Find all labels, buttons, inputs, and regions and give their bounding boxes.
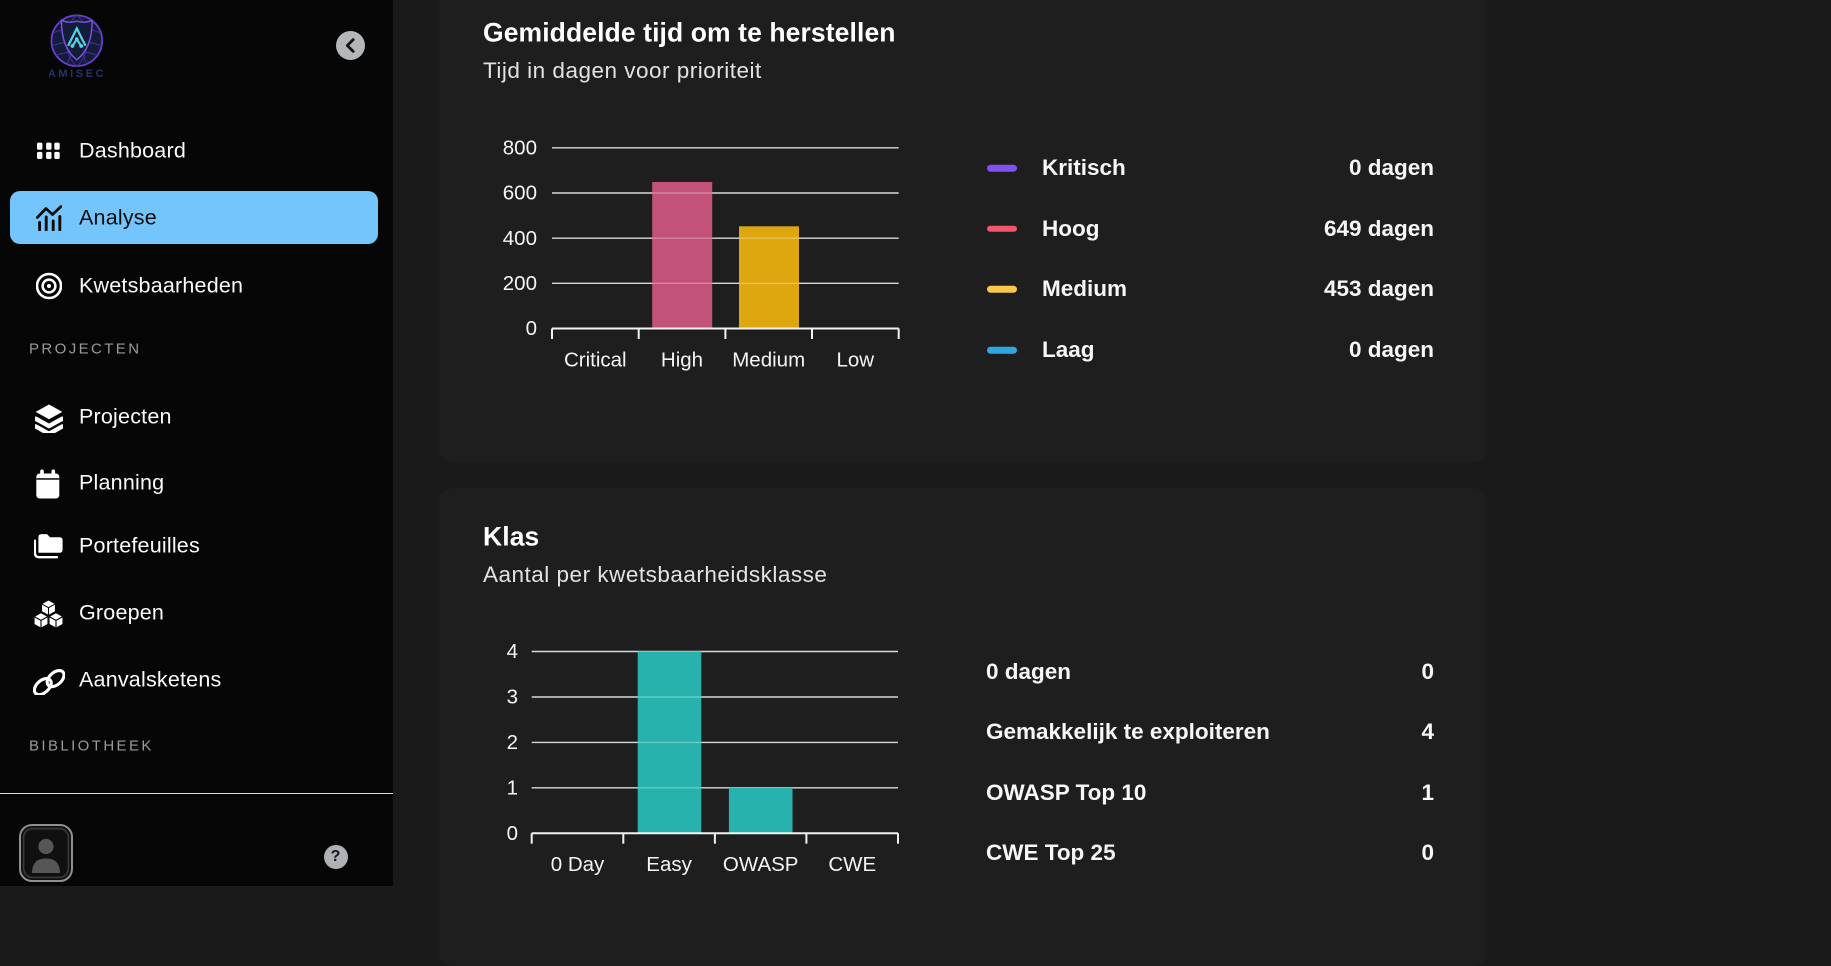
svg-text:Easy: Easy: [646, 853, 692, 876]
svg-text:1: 1: [507, 777, 518, 800]
svg-text:AMISEC: AMISEC: [49, 68, 105, 80]
svg-text:Critical: Critical: [564, 349, 627, 372]
svg-text:Low: Low: [836, 349, 874, 372]
svg-text:0 Day: 0 Day: [551, 853, 605, 876]
svg-text:OWASP: OWASP: [723, 853, 799, 876]
svg-text:Medium: Medium: [732, 349, 805, 372]
svg-text:400: 400: [503, 227, 537, 250]
svg-text:0: 0: [526, 317, 537, 340]
svg-text:4: 4: [507, 640, 518, 663]
svg-text:2: 2: [507, 731, 518, 754]
svg-text:CWE: CWE: [828, 853, 876, 876]
svg-text:3: 3: [507, 686, 518, 709]
svg-text:High: High: [661, 349, 703, 372]
svg-text:800: 800: [503, 137, 537, 160]
svg-text:200: 200: [503, 272, 537, 295]
svg-text:0: 0: [507, 822, 518, 845]
svg-text:600: 600: [503, 182, 537, 205]
